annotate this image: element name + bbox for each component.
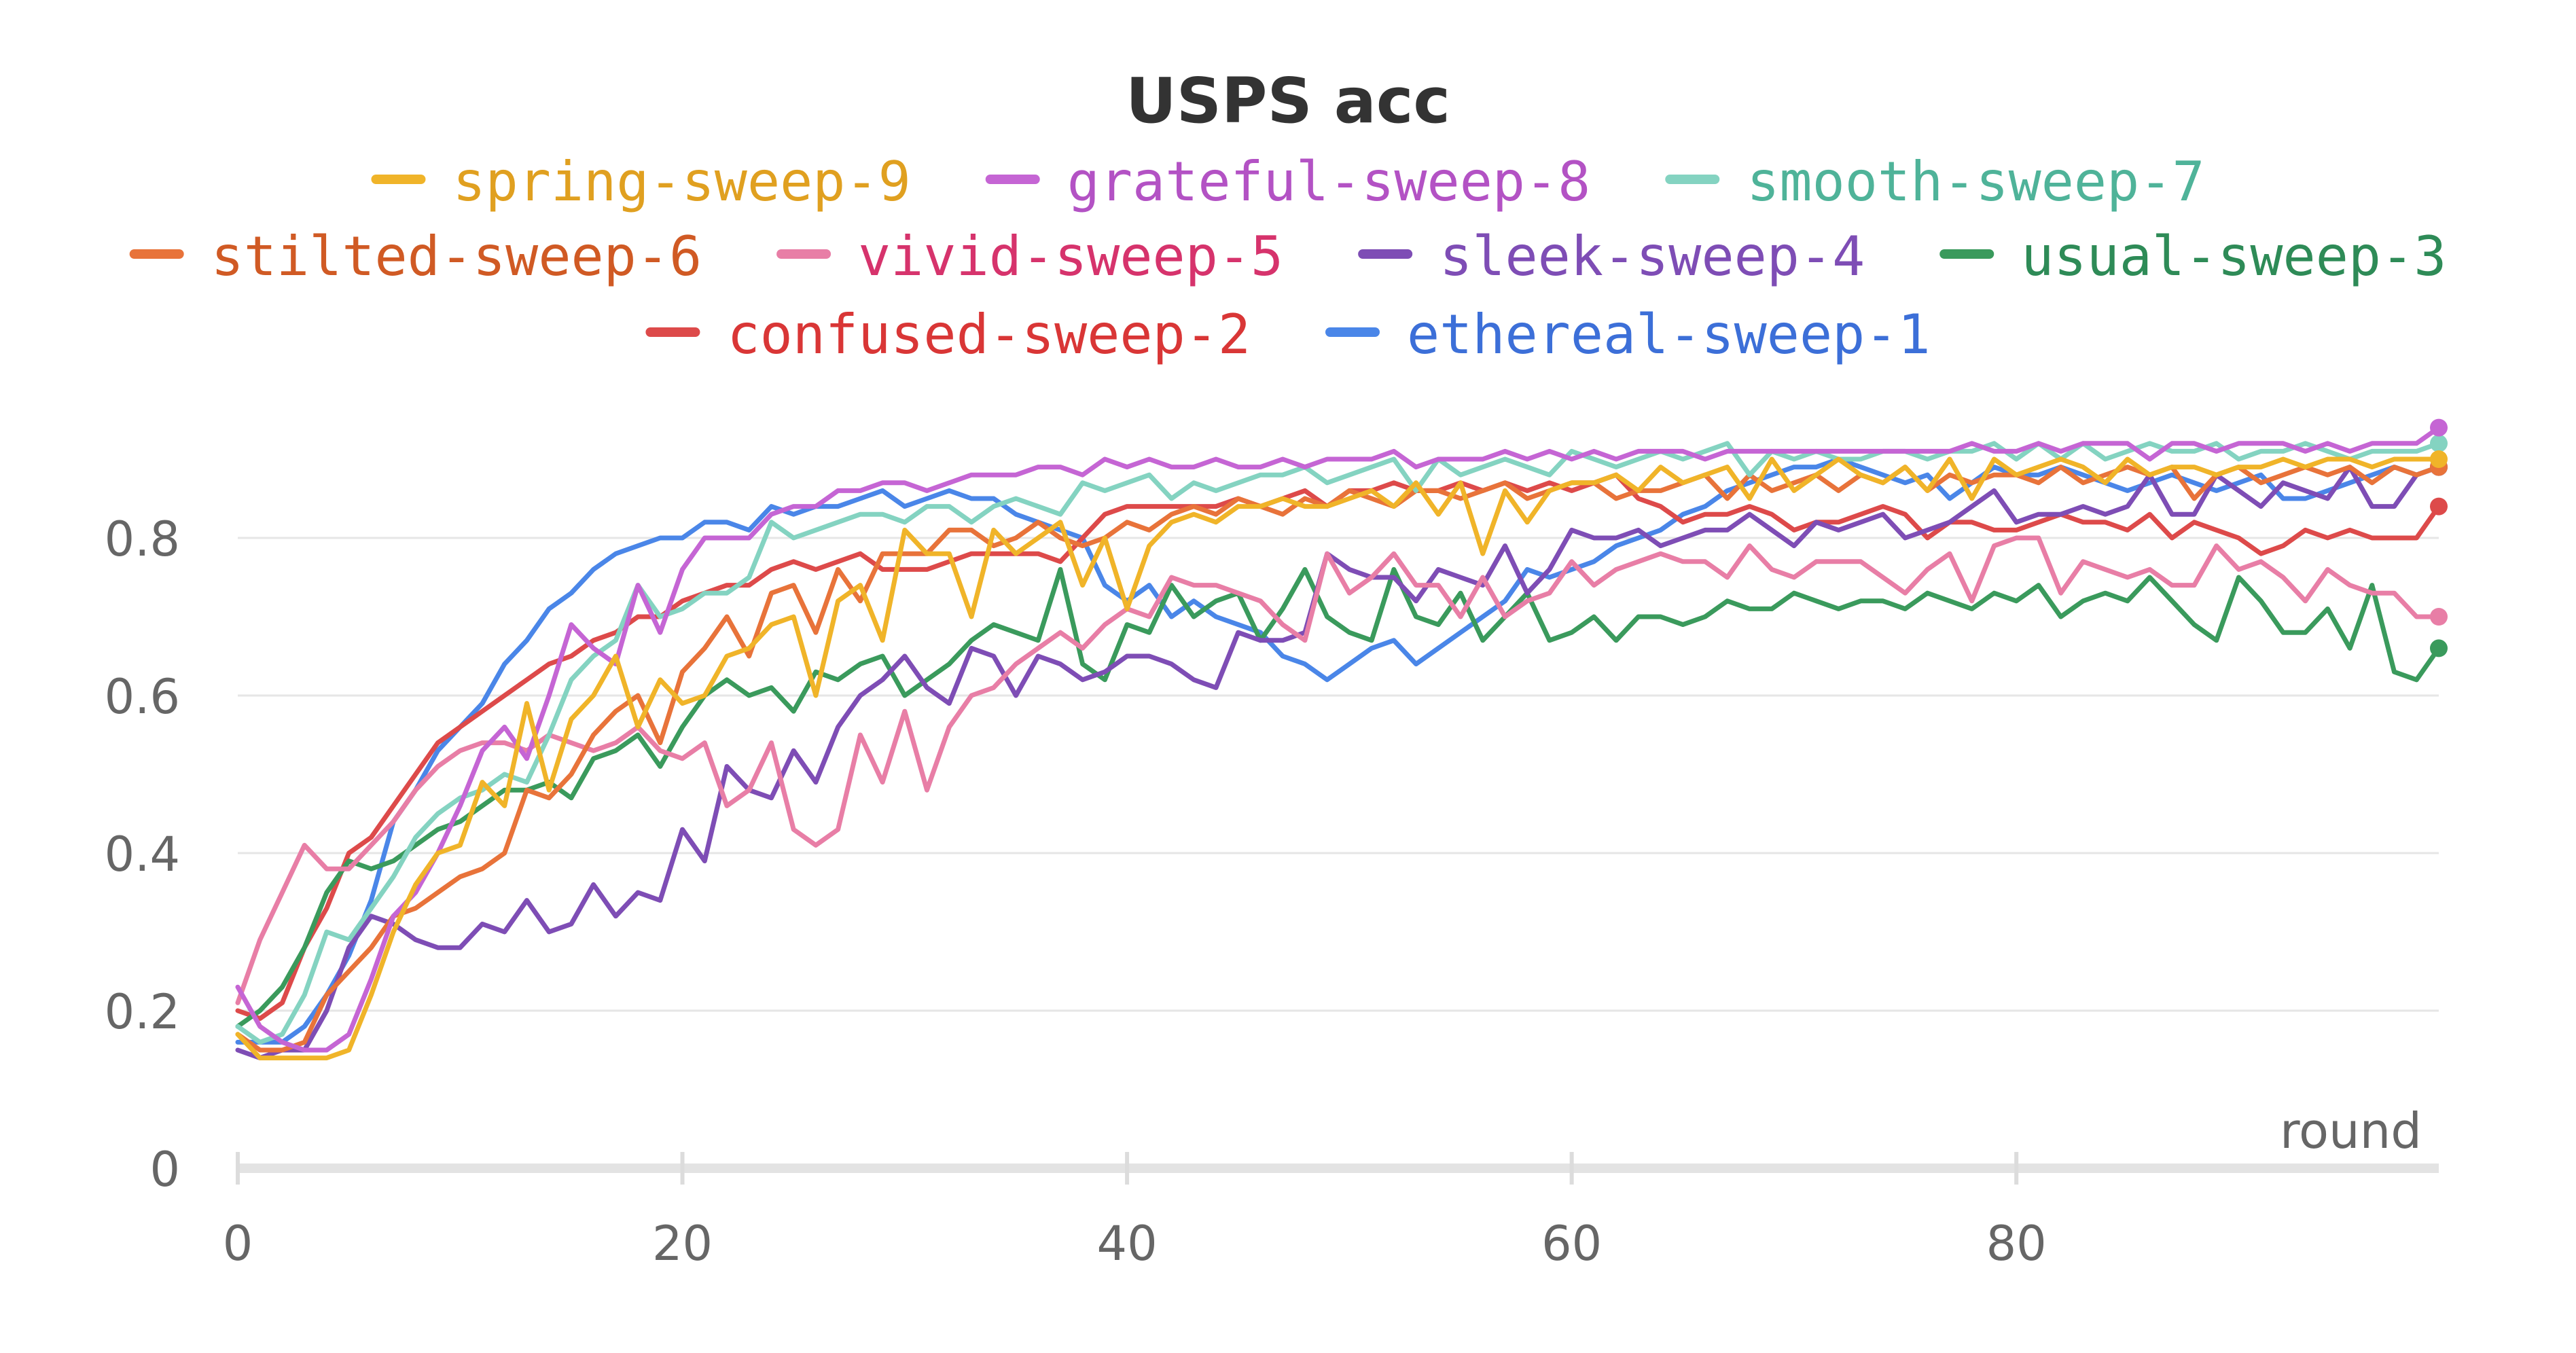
series-line-usual-sweep-3 [235, 566, 2441, 1029]
series-end-marker-grateful-sweep-8 [2430, 418, 2448, 437]
legend-swatch [1939, 249, 1994, 259]
legend-label: sleek-sweep-4 [1439, 225, 1865, 288]
series-line-smooth-sweep-7 [235, 441, 2441, 1045]
legend-swatch [645, 327, 700, 337]
x-tick-label: 80 [1986, 1216, 2047, 1271]
legend-label: smooth-sweep-7 [1747, 150, 2204, 213]
x-tick-label: 0 [223, 1216, 253, 1271]
legend-swatch [1665, 175, 1720, 184]
legend-label: grateful-sweep-8 [1067, 150, 1591, 213]
legend-item-confused-sweep-2[interactable]: confused-sweep-2 [645, 303, 1251, 366]
legend-swatch [371, 175, 426, 184]
series-line-stilted-sweep-6 [235, 465, 2441, 1053]
legend-swatch [985, 175, 1040, 184]
legend-item-sleek-sweep-4[interactable]: sleek-sweep-4 [1358, 225, 1865, 288]
y-tick-label: 0.6 [105, 669, 180, 725]
y-tick-label: 0.8 [105, 511, 180, 567]
y-tick-label: 0.2 [105, 984, 180, 1040]
legend-item-usual-sweep-3[interactable]: usual-sweep-3 [1939, 225, 2446, 288]
legend-swatch [129, 249, 184, 259]
series-line-confused-sweep-2 [235, 472, 2441, 1022]
series-end-marker-spring-sweep-9 [2430, 450, 2448, 468]
series-line-ethereal-sweep-1 [235, 456, 2441, 1045]
legend-item-vivid-sweep-5[interactable]: vivid-sweep-5 [776, 225, 1283, 288]
x-tick-label: 60 [1541, 1216, 1602, 1271]
series-line-vivid-sweep-5 [235, 535, 2441, 1005]
legend-swatch [1325, 327, 1380, 337]
grid [238, 537, 2439, 1012]
series-end-marker-vivid-sweep-5 [2430, 608, 2448, 626]
legend-item-stilted-sweep-6[interactable]: stilted-sweep-6 [129, 225, 702, 288]
legend-item-spring-sweep-9[interactable]: spring-sweep-9 [371, 150, 911, 213]
legend-label: spring-sweep-9 [452, 150, 910, 213]
legend-label: vivid-sweep-5 [858, 225, 1283, 288]
legend-item-grateful-sweep-8[interactable]: grateful-sweep-8 [985, 150, 1591, 213]
legend-label: stilted-sweep-6 [211, 225, 702, 288]
legend-swatch [776, 249, 831, 259]
series-end-marker-confused-sweep-2 [2430, 497, 2448, 516]
legend-swatch [1358, 249, 1413, 259]
series-end-marker-usual-sweep-3 [2430, 639, 2448, 657]
x-axis-label: round [2280, 1102, 2422, 1159]
legend-label: ethereal-sweep-1 [1407, 303, 1931, 366]
x-tick-label: 40 [1097, 1216, 1158, 1271]
legend-item-ethereal-sweep-1[interactable]: ethereal-sweep-1 [1325, 303, 1931, 366]
series-line-sleek-sweep-4 [235, 465, 2441, 1061]
legend-item-smooth-sweep-7[interactable]: smooth-sweep-7 [1665, 150, 2205, 213]
series-end-marker-smooth-sweep-7 [2430, 434, 2448, 452]
chart-title: USPS acc [1126, 65, 1450, 137]
x-tick-label: 20 [652, 1216, 713, 1271]
y-tick-label: 0.4 [105, 827, 180, 882]
y-tick-label: 0 [149, 1142, 180, 1197]
series-line-grateful-sweep-8 [235, 425, 2441, 1053]
legend-label: confused-sweep-2 [727, 303, 1251, 366]
legend: spring-sweep-9 grateful-sweep-8 smooth-swe… [129, 150, 2446, 366]
x-axis: 0 20 40 60 80 [223, 1152, 2439, 1271]
series-end-markers [2430, 418, 2448, 657]
series-lines [235, 425, 2441, 1061]
series-line-spring-sweep-9 [235, 456, 2441, 1061]
legend-label: usual-sweep-3 [2021, 225, 2446, 288]
y-axis: 0 0.2 0.4 0.6 0.8 [105, 511, 180, 1197]
